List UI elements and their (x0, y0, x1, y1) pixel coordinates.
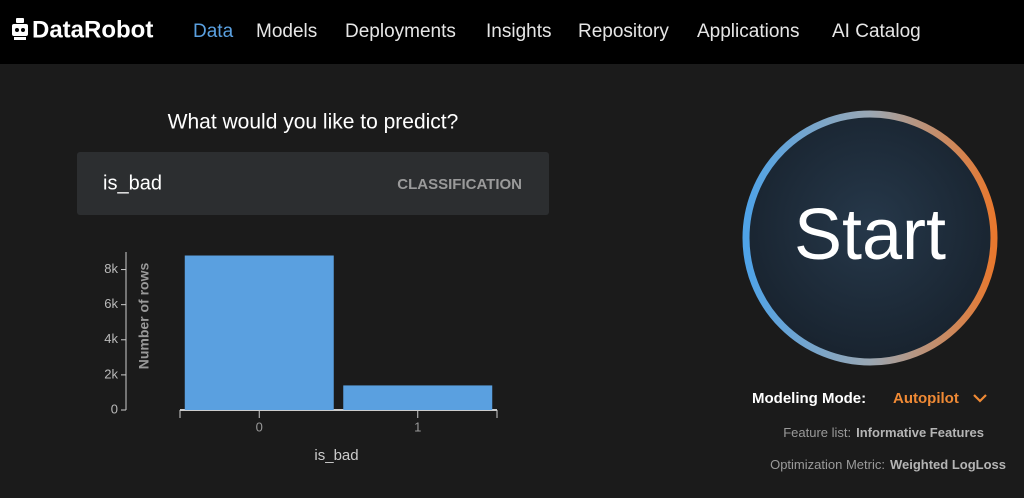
metric-label: Optimization Metric: (770, 457, 885, 472)
feature-list: Feature list: Informative Features (783, 425, 984, 440)
modeling-mode-value[interactable]: Autopilot (893, 390, 959, 407)
x-axis-label: is_bad (314, 447, 358, 464)
y-tick-label: 4k (104, 331, 118, 346)
modeling-mode-label: Modeling Mode: (752, 390, 866, 407)
problem-type: CLASSIFICATION (397, 176, 522, 193)
nav-bar (0, 0, 1024, 64)
start-label[interactable]: Start (794, 195, 946, 275)
nav-item[interactable]: Applications (697, 21, 799, 42)
y-tick-label: 2k (104, 366, 118, 381)
target-name: is_bad (103, 172, 162, 194)
nav-item[interactable]: Deployments (345, 21, 456, 42)
nav-item[interactable]: Repository (578, 21, 669, 42)
feature-list-value[interactable]: Informative Features (856, 425, 984, 440)
nav-item[interactable]: Insights (486, 21, 551, 42)
x-tick-label: 1 (414, 419, 421, 434)
bar (343, 385, 493, 410)
feature-list-label: Feature list: (783, 425, 851, 440)
nav-item[interactable]: Data (193, 21, 234, 42)
prompt: What would you like to predict? (168, 111, 459, 134)
x-tick-label: 0 (256, 419, 263, 434)
y-tick-label: 8k (104, 261, 118, 276)
logo-icon (12, 18, 28, 40)
y-tick-label: 6k (104, 296, 118, 311)
dropdown-chevron[interactable] (973, 394, 987, 403)
nav-item[interactable]: Models (256, 21, 317, 42)
histogram: 0 2k 4k 6k 8k Number of rows is_bad 0 1 (104, 252, 498, 464)
metric-value[interactable]: Weighted LogLoss (890, 457, 1006, 472)
start-button[interactable] (742, 110, 998, 366)
optimization-metric: Optimization Metric: Weighted LogLoss (770, 457, 1006, 472)
target-box[interactable] (77, 152, 549, 215)
logo[interactable]: DataRobot (32, 16, 153, 43)
y-tick-label: 0 (111, 401, 118, 416)
nav-item[interactable]: AI Catalog (832, 21, 921, 42)
bar (184, 255, 334, 410)
y-axis-label: Number of rows (136, 263, 152, 370)
